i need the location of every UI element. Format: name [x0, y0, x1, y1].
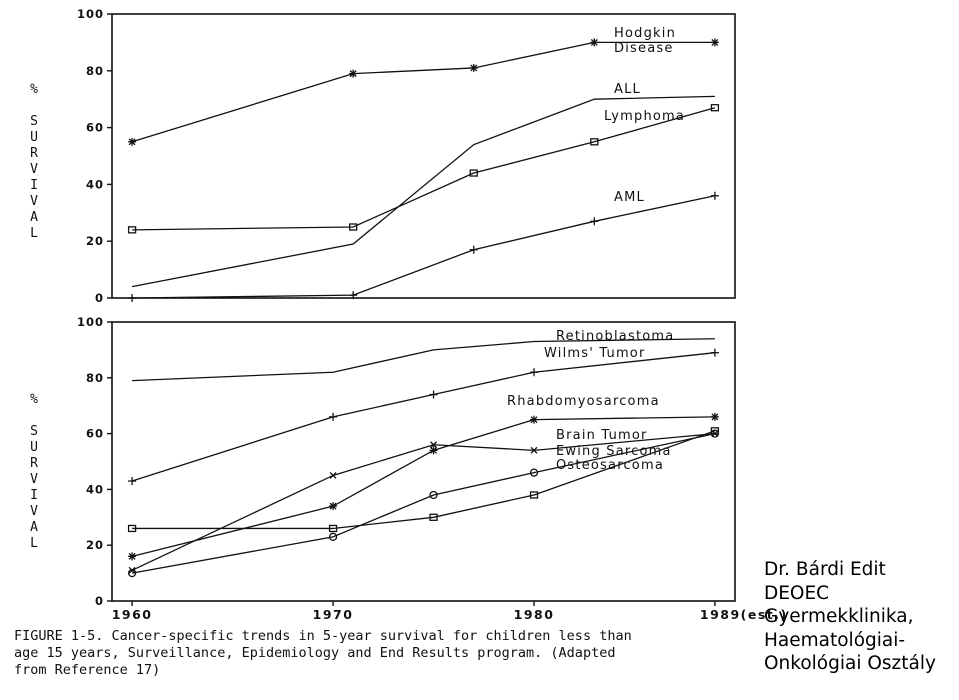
point-lymphoma-1: [349, 223, 358, 231]
series-line-aml: [132, 195, 716, 299]
point-brain-tumor-0: [127, 524, 137, 533]
author-block: Dr. Bárdi Edit DEOEC Gyermekklinika, Hae…: [764, 558, 959, 676]
point-rhabdomyosarcoma-4: [710, 412, 719, 421]
y-tick-label-1-80: 80: [86, 371, 104, 385]
legend-label-ewing-sarcoma: Ewing Sarcoma: [556, 444, 672, 459]
y-tick-label-0-60: 60: [86, 121, 104, 135]
y-axis-label-bottom: % S U R V I V A L: [30, 392, 38, 551]
point-ewing-sarcoma-1: [328, 532, 338, 541]
author-name: Dr. Bárdi Edit: [764, 559, 886, 580]
series-line-brain-tumor: [132, 430, 716, 530]
point-lymphoma-4: [710, 104, 720, 112]
y-tick-label-0-100: 100: [77, 7, 104, 21]
point-wilms-tumor-1: [329, 412, 338, 421]
author-department-1: Haematológiai-: [764, 629, 906, 651]
y-tick-label-1-40: 40: [86, 482, 104, 496]
author-institution: DEOEC: [764, 582, 830, 604]
point-lymphoma-2: [469, 169, 478, 177]
point-wilms-tumor-4: [710, 348, 719, 357]
legend-label-osteosarcoma: Osteosarcoma: [556, 458, 664, 473]
series-line-ewing-sarcoma: [131, 432, 716, 574]
x-tick-label-1989-est: 1989(est.): [700, 607, 788, 622]
point-lymphoma-0: [127, 226, 137, 234]
legend-label-wilms-tumor: Wilms' Tumor: [544, 346, 646, 361]
point-ewing-sarcoma-3: [529, 468, 539, 477]
point-aml-0: [128, 294, 137, 302]
caption-line-1: FIGURE 1-5. Cancer-specific trends in 5-…: [14, 628, 632, 644]
plot-frame-1: [111, 321, 736, 602]
legend-label-all: ALL: [614, 82, 641, 97]
point-osteosarcoma-1: [329, 471, 337, 479]
point-rhabdomyosarcoma-1: [329, 502, 338, 511]
point-hodgkin-disease-2: [469, 63, 478, 72]
point-brain-tumor-3: [529, 491, 539, 499]
y-tick-label-0-0: 0: [95, 291, 104, 305]
x-tick-label-1980: 1980: [514, 607, 555, 622]
y-tick-label-0-40: 40: [86, 177, 104, 191]
series-line-retinoblastoma: [132, 338, 715, 382]
point-lymphoma-3: [590, 138, 599, 146]
point-aml-1: [349, 291, 358, 300]
point-osteosarcoma-4: [711, 430, 719, 438]
y-tick-label-0-80: 80: [86, 64, 104, 78]
legend-label-rhabdomyosarcoma: Rhabdomyosarcoma: [507, 394, 660, 409]
caption-line-2: age 15 years, Surveillance, Epidemiology…: [14, 645, 616, 661]
point-osteosarcoma-3: [530, 446, 538, 454]
point-hodgkin-disease-3: [590, 38, 599, 47]
plot-frame-0: [111, 13, 736, 299]
y-tick-label-1-60: 60: [86, 427, 104, 441]
y-axis-label-top: % S U R V I V A L: [30, 82, 38, 241]
top-panel: 0 20 40 60 80 100 Hodgkin Disease ALL Lymphoma AML: [77, 7, 736, 305]
y-tick-label-1-0: 0: [95, 594, 104, 608]
point-hodgkin-disease-4: [710, 38, 719, 47]
y-tick-label-1-100: 100: [77, 315, 104, 329]
x-tick-label-1970: 1970: [313, 607, 354, 622]
point-wilms-tumor-0: [128, 477, 137, 486]
point-brain-tumor-2: [429, 513, 438, 521]
point-rhabdomyosarcoma-3: [530, 415, 539, 424]
point-hodgkin-disease-0: [128, 137, 137, 146]
point-osteosarcoma-2: [430, 441, 438, 449]
legend-label-brain-tumor: Brain Tumor: [556, 428, 648, 443]
legend-label-retinoblastoma: Retinoblastoma: [556, 329, 674, 344]
point-hodgkin-disease-1: [349, 69, 358, 78]
bottom-panel: 0 20 40 60 80 100 1960 1970 1980 1989(est.) Retino…: [77, 315, 788, 622]
point-brain-tumor-1: [328, 524, 338, 533]
point-rhabdomyosarcoma-2: [429, 446, 438, 455]
caption-line-3: from Reference 17): [14, 662, 161, 678]
point-aml-2: [469, 245, 478, 254]
author-department-2: Onkológiai Osztály: [764, 653, 936, 674]
y-tick-label-1-20: 20: [86, 538, 104, 552]
legend-label-lymphoma: Lymphoma: [604, 109, 685, 124]
point-wilms-tumor-2: [429, 390, 438, 399]
point-aml-3: [590, 217, 599, 226]
point-aml-4: [710, 191, 719, 200]
point-rhabdomyosarcoma-0: [128, 552, 137, 561]
point-wilms-tumor-3: [530, 368, 539, 377]
author-clinic: Gyermekklinika,: [764, 606, 914, 627]
legend-label-aml: AML: [614, 190, 645, 205]
figure-caption: FIGURE 1-5. Cancer-specific trends in 5-…: [14, 628, 754, 679]
y-tick-label-0-20: 20: [86, 234, 104, 248]
series-line-all: [131, 95, 715, 288]
point-osteosarcoma-0: [128, 566, 136, 574]
legend-label-hodgkin-disease: Hodgkin Disease: [614, 26, 676, 56]
point-ewing-sarcoma-2: [429, 490, 438, 500]
x-tick-label-1960: 1960: [112, 607, 153, 622]
series-line-lymphoma: [132, 107, 716, 231]
